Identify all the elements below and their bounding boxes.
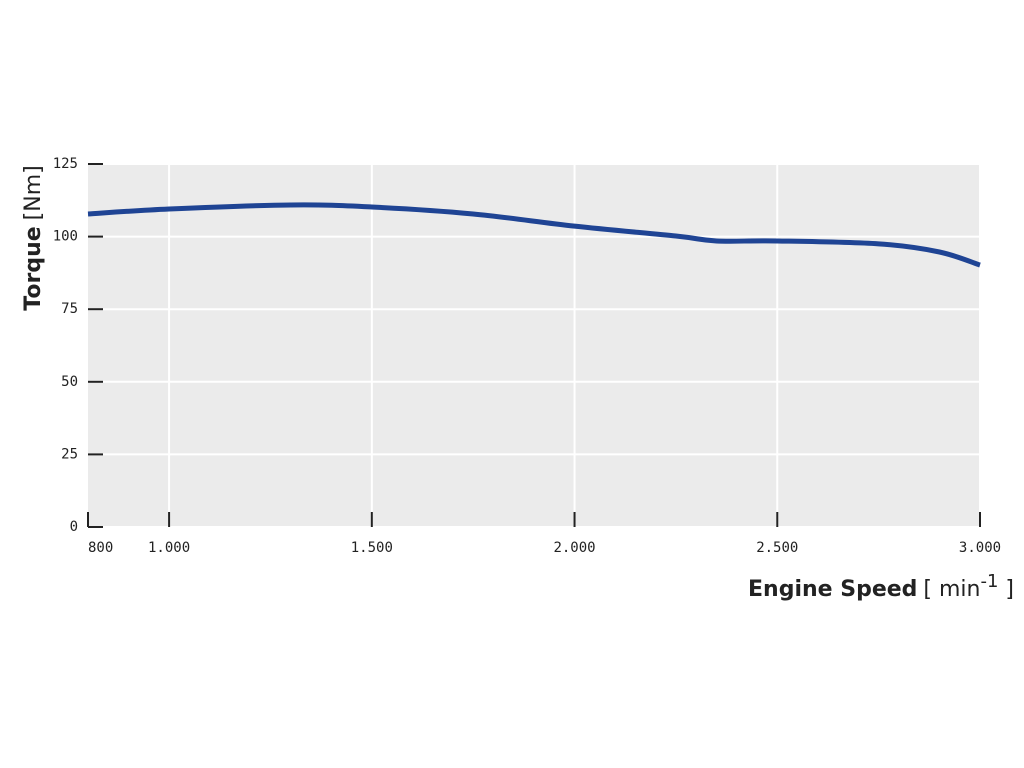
y-tick-label: 100: [53, 229, 78, 245]
x-label-unit: [ min: [923, 577, 980, 602]
y-axis-label: Torque [Nm]: [21, 165, 46, 310]
x-tick-label: 2.500: [756, 540, 798, 556]
x-tick-label: 800: [88, 540, 113, 556]
x-tick-label: 3.000: [959, 540, 1001, 556]
y-tick-label: 25: [61, 446, 78, 462]
x-label-unit-end: ]: [998, 577, 1014, 602]
x-tick-label: 1.000: [148, 540, 190, 556]
y-tick-label: 0: [70, 519, 78, 535]
x-tick-label: 2.000: [553, 540, 595, 556]
x-label-exponent: -1: [980, 571, 998, 592]
x-tick-label: 1.500: [351, 540, 393, 556]
torque-line: [87, 202, 981, 268]
y-label-name: Torque: [21, 226, 46, 310]
y-tick-label: 50: [61, 374, 78, 390]
plot-area: [88, 164, 980, 527]
y-tick-label: 125: [53, 156, 78, 172]
y-tick-label: 75: [61, 301, 78, 317]
y-label-unit: [Nm]: [21, 165, 46, 220]
x-label-name: Engine Speed: [748, 577, 917, 602]
x-axis-label: Engine Speed[ min-1 ]: [748, 571, 1014, 602]
